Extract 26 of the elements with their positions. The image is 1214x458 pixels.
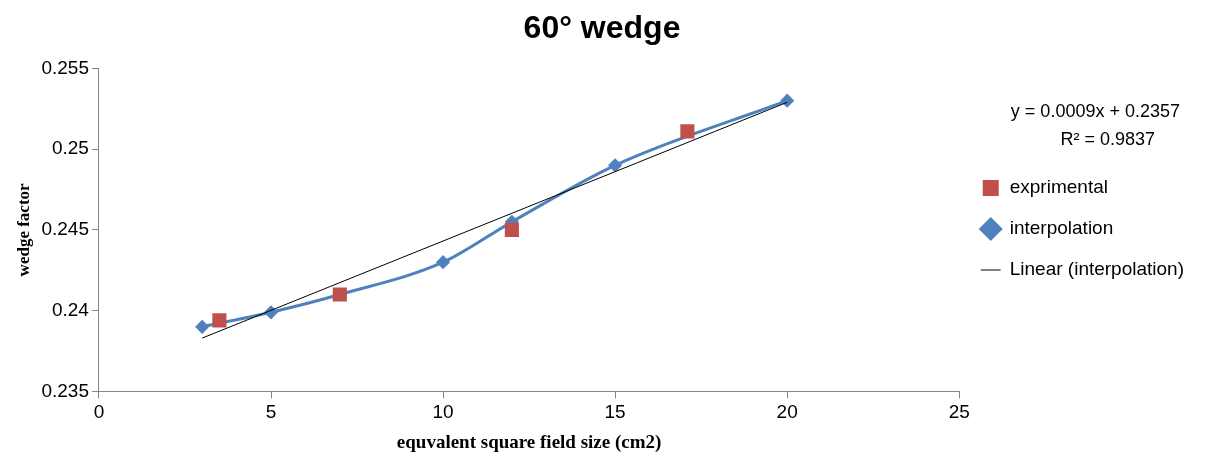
point [436,255,450,269]
x-tick-label: 25 [948,401,970,423]
text: y = 0.0009x + 0.2357 [1010,100,1180,121]
point [504,222,519,237]
x-tick-label: 5 [265,401,277,423]
x-tick-label: 0 [93,401,105,423]
x-axis-title: equvalent square field size (cm2) [396,430,662,453]
point [780,94,794,108]
y-tick-label: 0.24 [51,298,90,320]
text: R² = 0.9837 [1060,128,1155,149]
x-tick-label: 20 [776,401,798,423]
point [212,313,227,328]
y-axis-title: wedge factor [13,182,33,277]
legend-label: interpolation [1009,217,1114,239]
legend-label: Linear (interpolation) [1009,258,1184,280]
y-tick-label: 0.245 [41,218,89,240]
y-tick-label: 0.255 [41,56,89,78]
point [680,124,695,139]
x-tick-label: 15 [604,401,626,423]
legend-label: exprimental [1009,176,1108,198]
y-tick-label: 0.235 [41,379,89,401]
point [608,158,622,172]
point [195,320,209,334]
chart-title: 60° wedge [523,9,681,46]
x-tick-label: 10 [432,401,454,423]
y-tick-label: 0.25 [51,137,89,159]
